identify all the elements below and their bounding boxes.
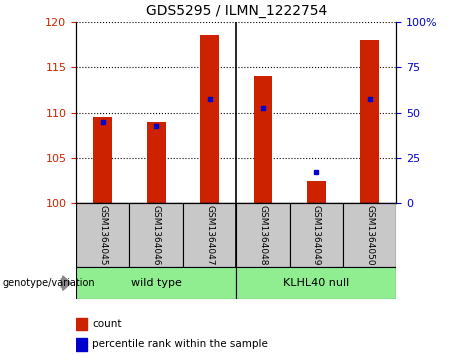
Text: GSM1364045: GSM1364045 [98, 205, 107, 265]
Bar [94, 117, 112, 203]
Bar [147, 122, 165, 203]
Text: wild type: wild type [131, 278, 182, 288]
Bar [307, 180, 326, 203]
Text: GSM1364048: GSM1364048 [259, 205, 267, 265]
Title: GDS5295 / ILMN_1222754: GDS5295 / ILMN_1222754 [146, 4, 327, 18]
Bar [343, 203, 396, 267]
Bar [290, 203, 343, 267]
Bar [76, 267, 236, 299]
Text: percentile rank within the sample: percentile rank within the sample [92, 339, 268, 350]
Bar [76, 338, 87, 351]
Bar [76, 203, 130, 267]
Text: GSM1364047: GSM1364047 [205, 205, 214, 265]
Text: KLHL40 null: KLHL40 null [283, 278, 349, 288]
Bar [130, 203, 183, 267]
Bar [361, 40, 379, 203]
Text: GSM1364046: GSM1364046 [152, 205, 161, 265]
Bar [76, 318, 87, 330]
Bar [254, 76, 272, 203]
Bar [183, 203, 236, 267]
Bar [200, 35, 219, 203]
Text: GSM1364049: GSM1364049 [312, 205, 321, 265]
FancyArrow shape [61, 276, 71, 290]
Text: GSM1364050: GSM1364050 [365, 205, 374, 265]
Text: genotype/variation: genotype/variation [2, 278, 95, 288]
Bar [236, 203, 290, 267]
Text: count: count [92, 319, 122, 329]
Bar [236, 267, 396, 299]
